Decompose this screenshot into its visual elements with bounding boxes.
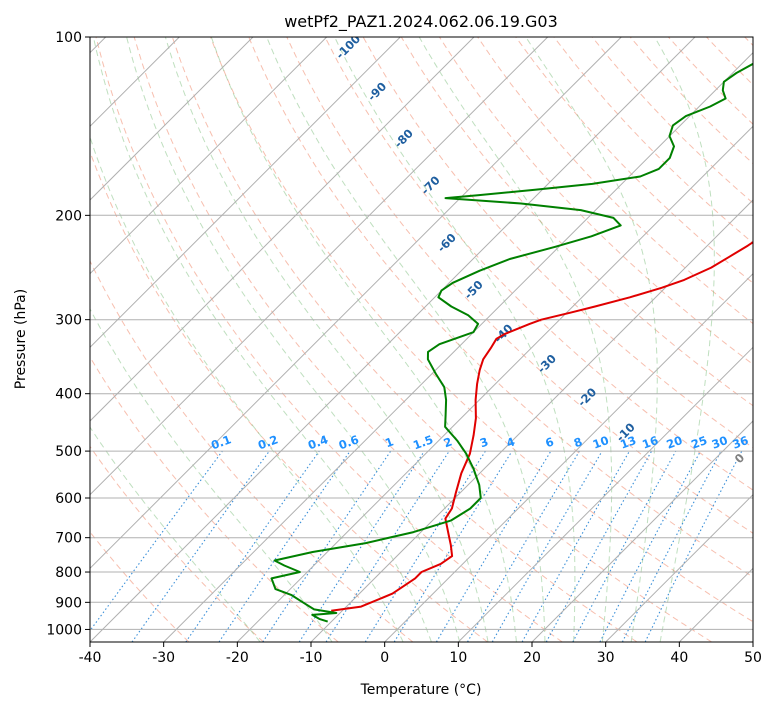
x-tick-label: -30 bbox=[152, 650, 175, 666]
x-tick-label: 10 bbox=[449, 650, 467, 666]
x-tick-label: -40 bbox=[79, 650, 102, 666]
y-tick-label: 500 bbox=[55, 444, 82, 460]
x-tick-label: 30 bbox=[597, 650, 615, 666]
x-tick-label: -10 bbox=[300, 650, 323, 666]
y-axis-label: Pressure (hPa) bbox=[13, 289, 29, 389]
y-tick-label: 700 bbox=[55, 531, 82, 547]
y-tick-label: 600 bbox=[55, 491, 82, 507]
x-axis-label: Temperature (°C) bbox=[360, 682, 482, 698]
x-tick-label: -20 bbox=[226, 650, 249, 666]
y-tick-label: 800 bbox=[55, 565, 82, 581]
x-tick-label: 0 bbox=[380, 650, 389, 666]
y-tick-label: 900 bbox=[55, 595, 82, 611]
x-tick-label: 50 bbox=[744, 650, 762, 666]
y-tick-label: 400 bbox=[55, 387, 82, 403]
y-tick-label: 200 bbox=[55, 208, 82, 224]
y-tick-label: 1000 bbox=[46, 622, 82, 638]
y-tick-label: 100 bbox=[55, 30, 82, 46]
x-tick-label: 20 bbox=[523, 650, 541, 666]
chart-title: wetPf2_PAZ1.2024.062.06.19.G03 bbox=[284, 12, 558, 32]
x-tick-label: 40 bbox=[670, 650, 688, 666]
y-tick-label: 300 bbox=[55, 313, 82, 329]
